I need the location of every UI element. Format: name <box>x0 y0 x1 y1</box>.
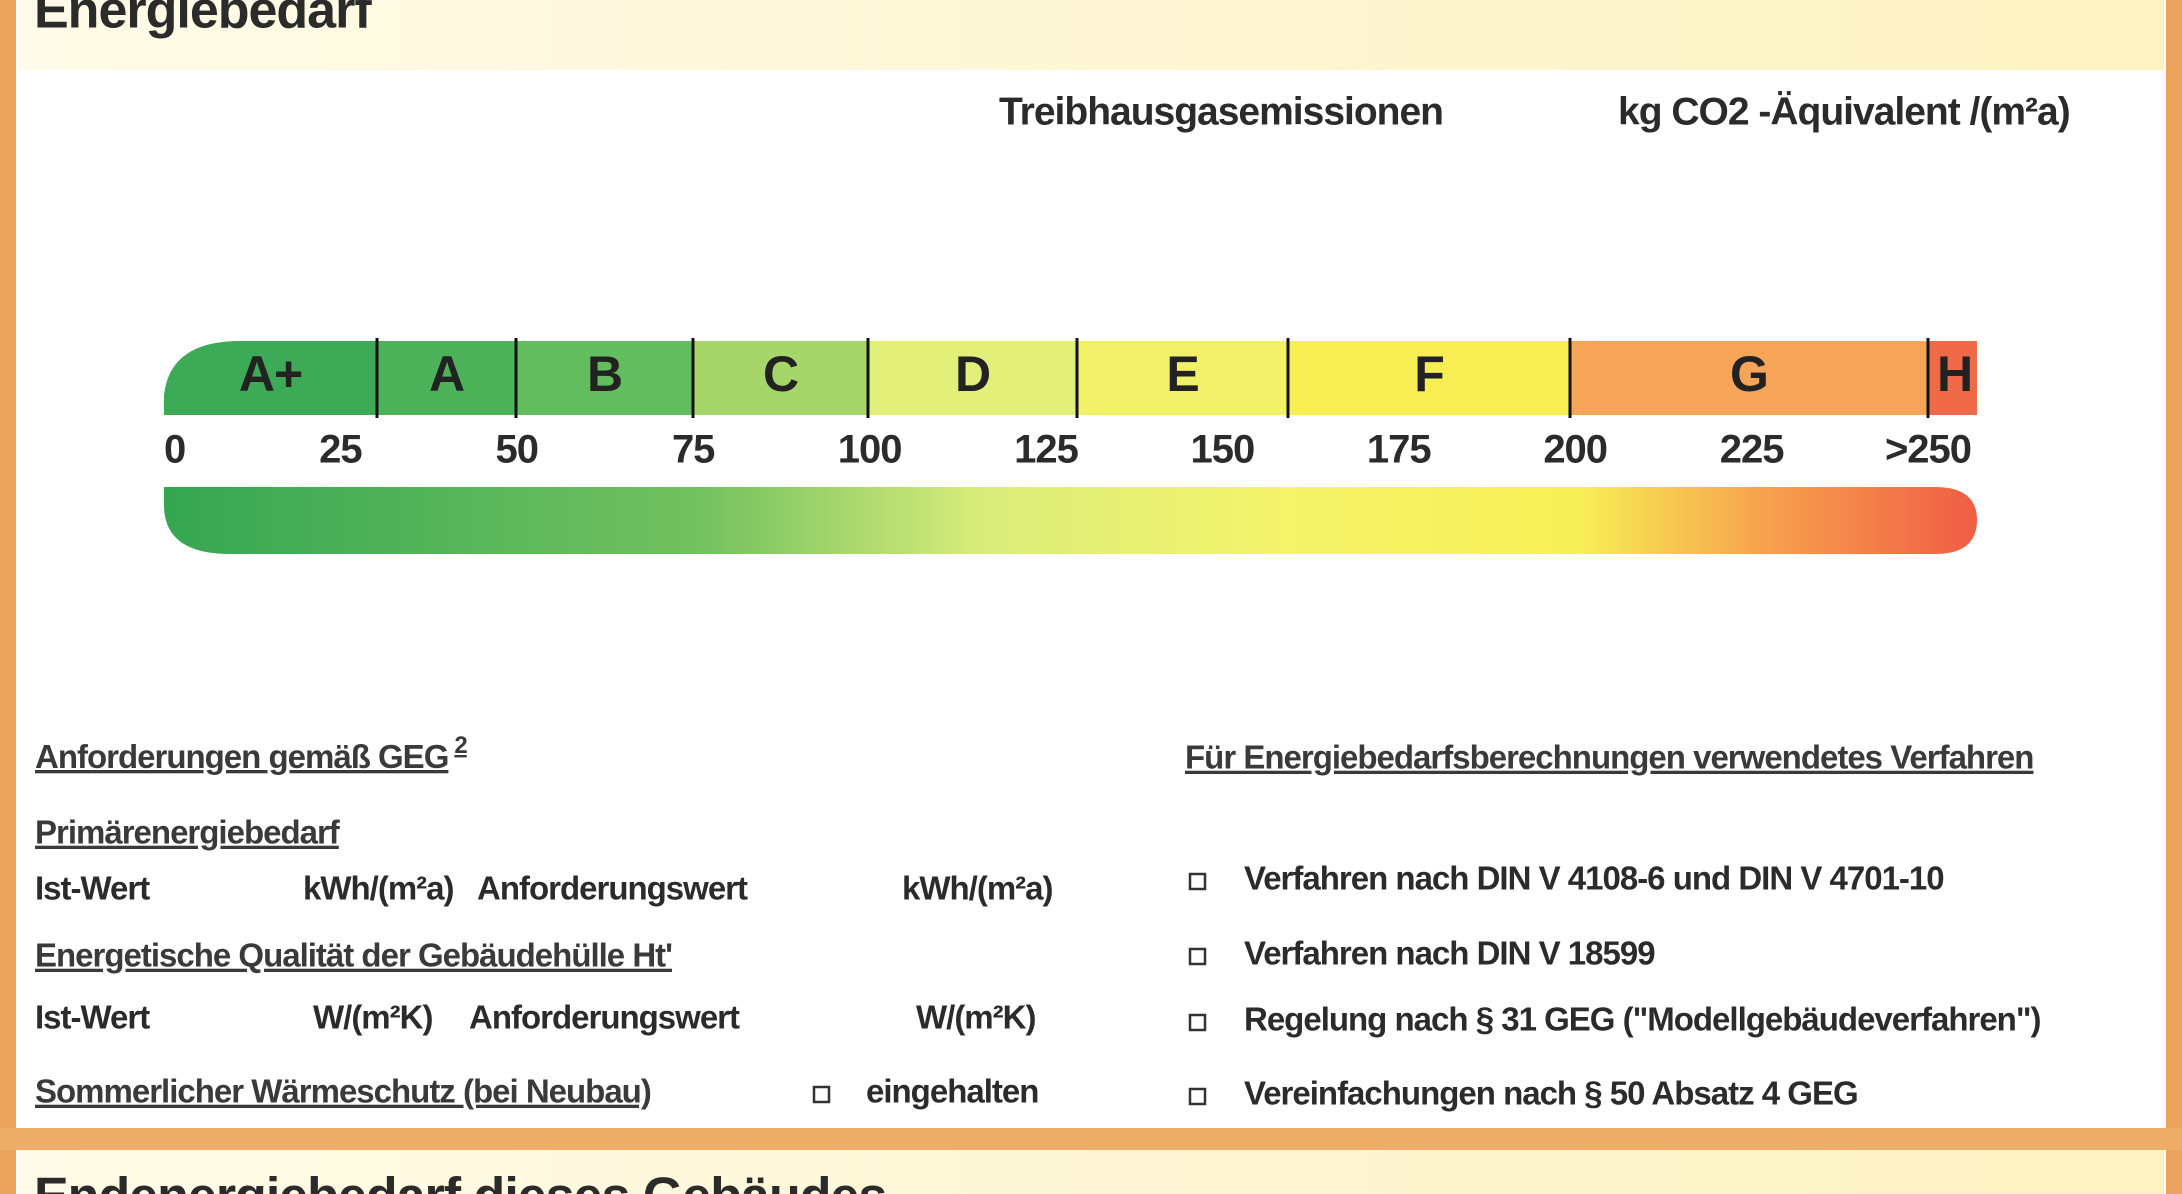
option-label: eingehalten <box>866 1073 1038 1110</box>
method-option: Regelung nach § 31 GEG ("Modellgebäudeve… <box>1244 1001 2040 1038</box>
unit: W/(m²K) <box>916 999 1035 1036</box>
class-label: H <box>1937 346 1972 402</box>
class-label: F <box>1414 346 1444 402</box>
checkbox[interactable] <box>1188 947 1207 966</box>
frame-bottom <box>0 1128 2182 1150</box>
tick-label: 175 <box>1367 428 1431 472</box>
class-segment <box>693 341 869 415</box>
class-label: A <box>429 346 464 402</box>
class-segment <box>1288 341 1571 415</box>
label: Anforderungswert <box>477 870 748 907</box>
header-band <box>18 0 2164 70</box>
method-option: Vereinfachungen nach § 50 Absatz 4 GEG <box>1244 1075 1858 1112</box>
methods-title: Für Energiebedarfsberechnungen verwendet… <box>1185 739 2033 776</box>
class-label: G <box>1730 346 1768 402</box>
class-segment <box>516 341 694 415</box>
class-label: C <box>763 346 798 402</box>
tick-label: 25 <box>319 428 362 472</box>
scale-unit: kg CO2 -Äquivalent /(m²a) <box>1618 90 2070 133</box>
gradient-bar <box>164 487 1977 554</box>
methods-list: Verfahren nach DIN V 4108-6 und DIN V 47… <box>1188 860 2041 1112</box>
envelope-title: Energetische Qualität der Gebäudehülle H… <box>35 937 672 974</box>
label: Ist-Wert <box>35 870 150 907</box>
class-segment <box>377 341 517 415</box>
label: Anforderungswert <box>469 999 740 1036</box>
tick-label: 0 <box>164 428 185 472</box>
requirements-title: Anforderungen gemäß GEG 2 <box>35 732 467 774</box>
class-label: E <box>1166 346 1198 402</box>
frame-left <box>0 0 16 1194</box>
checkbox[interactable] <box>812 1085 831 1104</box>
tick-label: 75 <box>672 428 715 472</box>
class-label: A+ <box>239 346 302 402</box>
unit: W/(m²K) <box>313 999 432 1036</box>
unit: kWh/(m²a) <box>303 870 454 907</box>
header-title: Energiebedarf <box>34 0 372 40</box>
class-label: D <box>955 346 990 402</box>
class-segment <box>164 341 378 415</box>
method-option: Verfahren nach DIN V 18599 <box>1244 935 1655 972</box>
tick-label: 150 <box>1191 428 1255 472</box>
scale-title: Treibhausgasemissionen <box>999 90 1443 133</box>
class-segment <box>1928 341 1977 415</box>
checkbox[interactable] <box>1188 1013 1207 1032</box>
tick-label: 200 <box>1543 428 1607 472</box>
tick-label: 100 <box>838 428 902 472</box>
method-option: Verfahren nach DIN V 4108-6 und DIN V 47… <box>1244 860 1944 897</box>
checkbox[interactable] <box>1188 872 1207 891</box>
tick-label: 225 <box>1720 428 1784 472</box>
class-segment <box>1570 341 1929 415</box>
primary-title: Primärenergiebedarf <box>35 814 341 851</box>
checkbox[interactable] <box>1188 1087 1207 1106</box>
class-bar <box>164 341 1977 415</box>
class-segment <box>1077 341 1289 415</box>
summer-title: Sommerlicher Wärmeschutz (bei Neubau) <box>35 1073 651 1110</box>
unit: kWh/(m²a) <box>902 870 1053 907</box>
class-label: B <box>587 346 622 402</box>
footer-title: Endenergiebedarf dieses Gebäudes <box>34 1168 886 1194</box>
label: Ist-Wert <box>35 999 150 1036</box>
class-segment <box>868 341 1078 415</box>
footer-band <box>18 1150 2164 1194</box>
scale: A+ A B C D E F G H 0 25 50 75 100 125 150 175 200 225 >250 <box>164 338 1977 472</box>
tick-label: 125 <box>1014 428 1078 472</box>
frame-right <box>2166 0 2182 1194</box>
tick-label: 50 <box>496 428 539 472</box>
tick-label: >250 <box>1885 428 1971 472</box>
